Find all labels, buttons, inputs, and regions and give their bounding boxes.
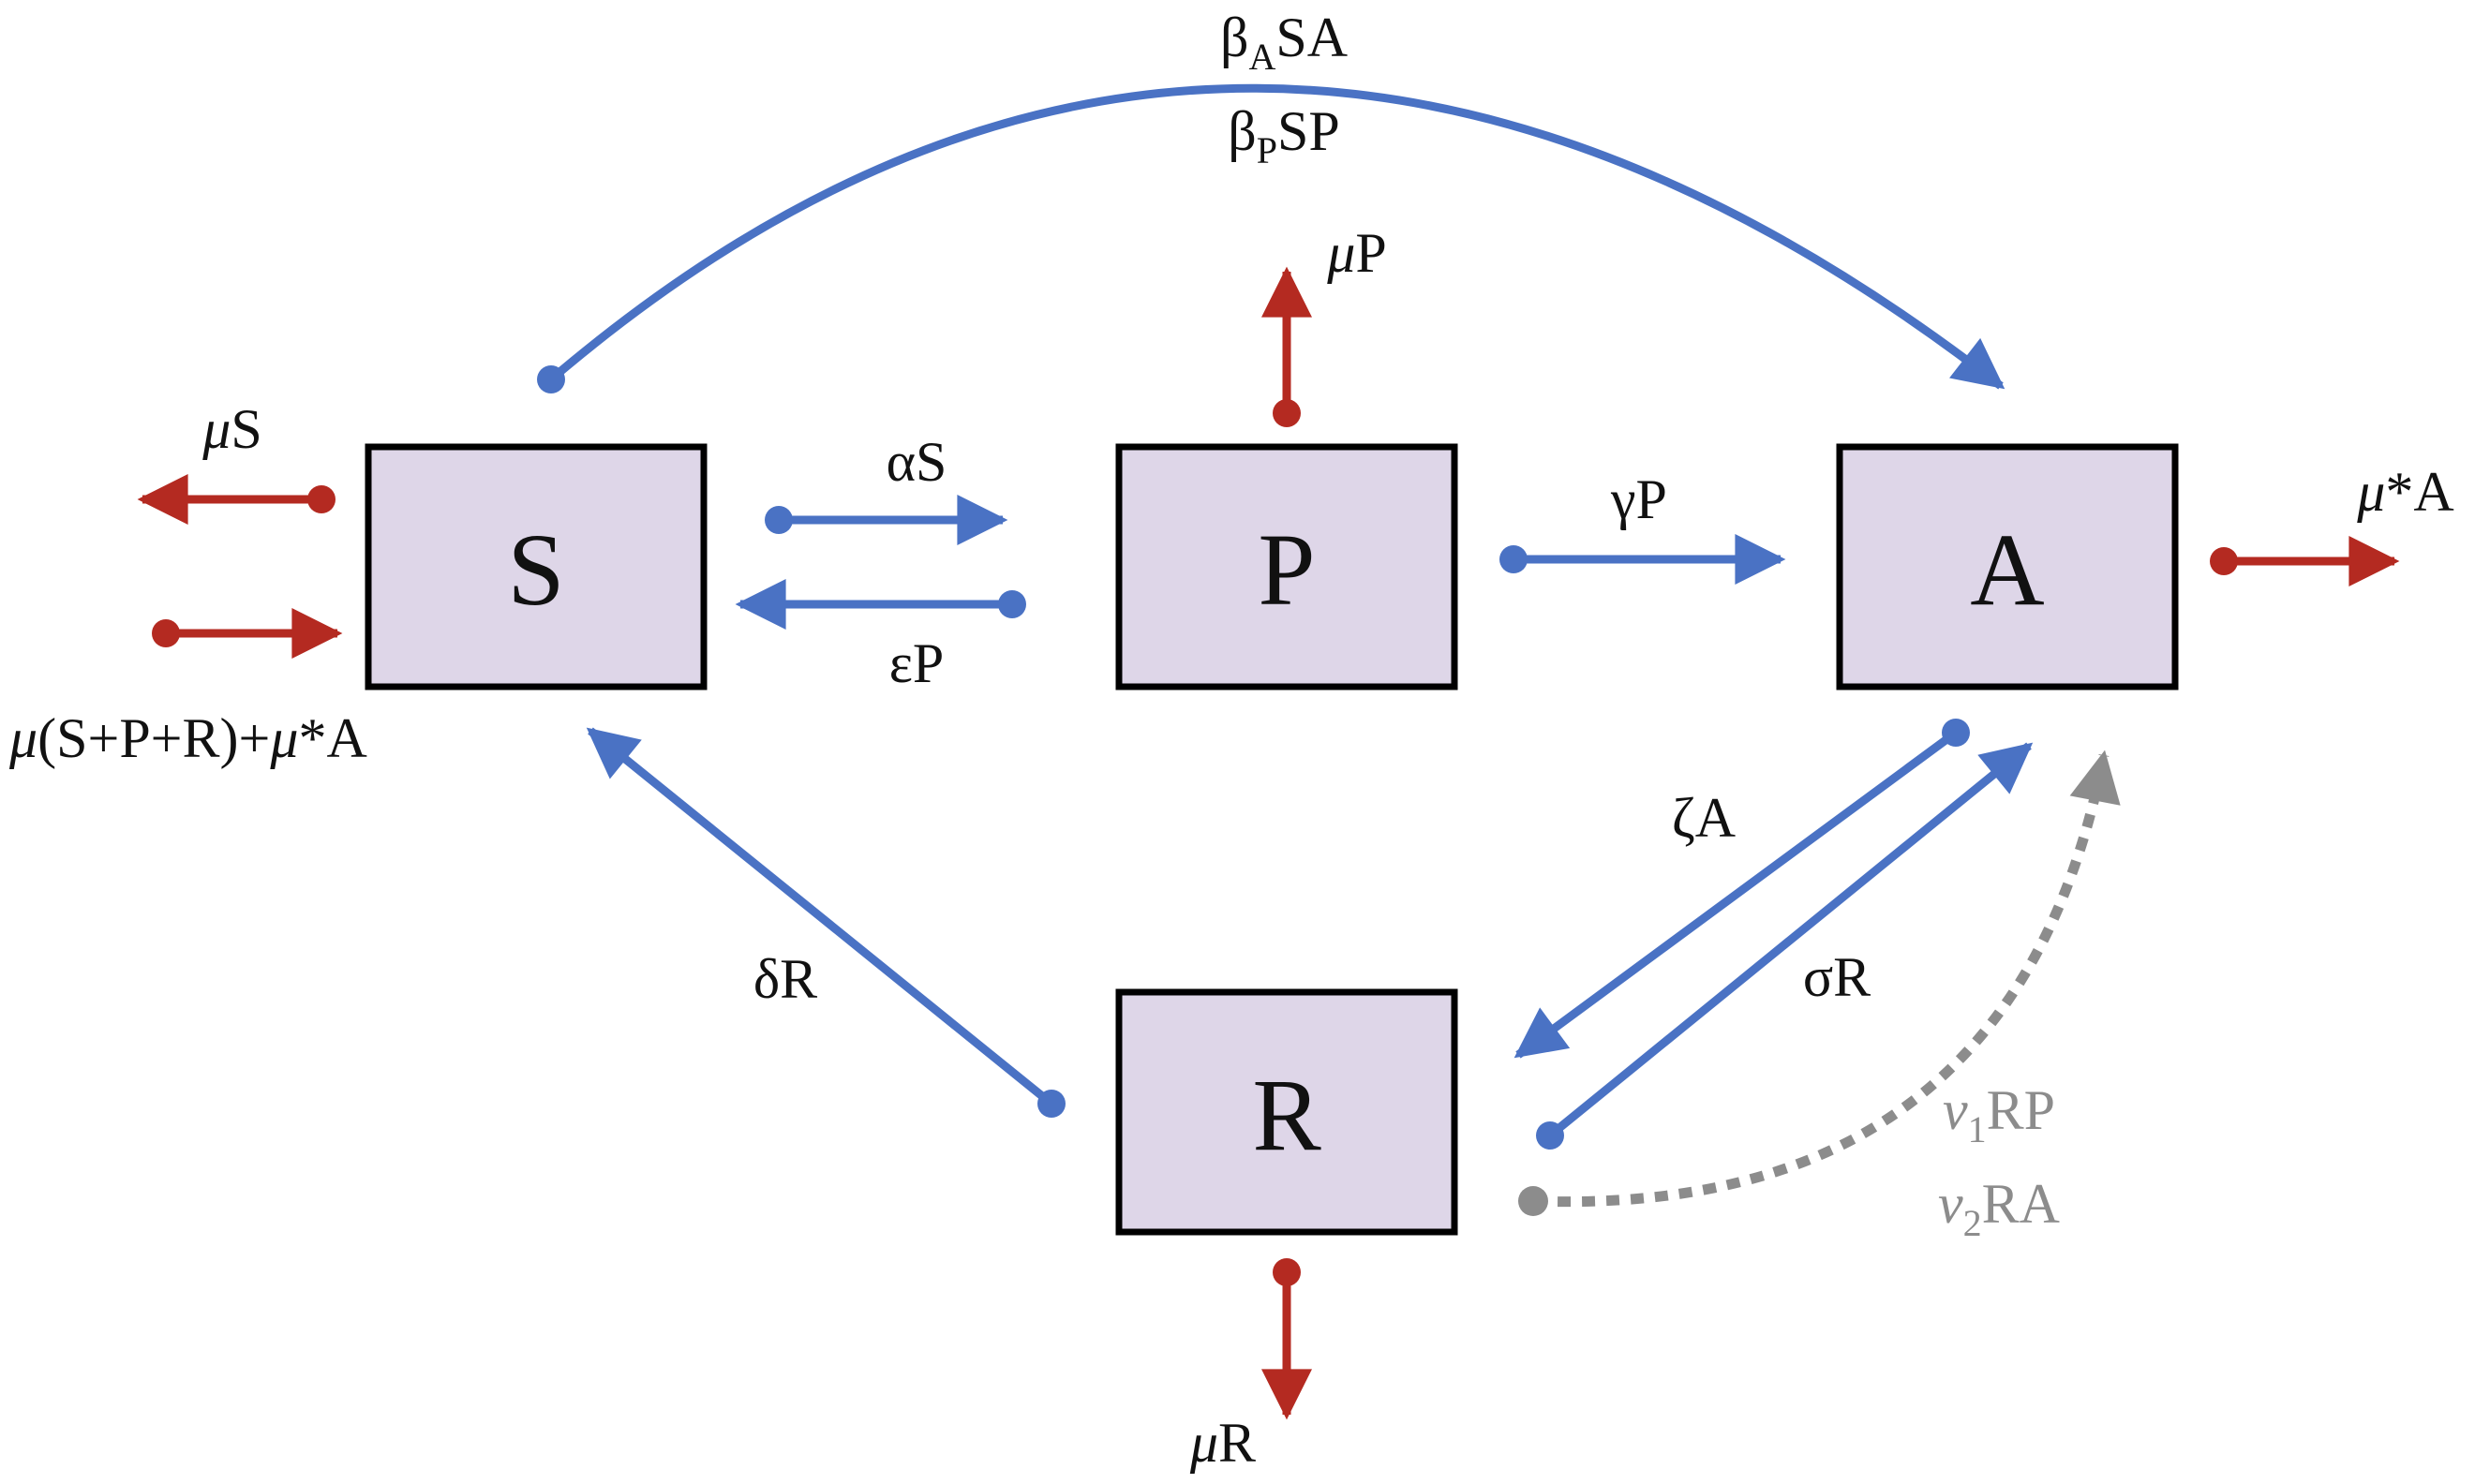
compartment-a: A (1836, 443, 2179, 690)
death-arrow-a (2210, 536, 2400, 586)
arrow-p-to-s (735, 579, 1026, 630)
compartment-s: S (365, 443, 708, 690)
compartment-s-label: S (507, 512, 564, 627)
rate-gamma-p: γP (1610, 468, 1667, 530)
birth-arrow-s (152, 608, 343, 659)
rate-beta-p-sp: βPSP (1228, 100, 1340, 171)
arrow-p-to-a (1499, 534, 1786, 585)
death-arrow-s (137, 474, 335, 525)
compartment-r: R (1115, 988, 1458, 1236)
infection-arrow-s-to-a (537, 83, 2005, 393)
rate-beta-a-sa: βASA (1220, 7, 1348, 78)
rate-birth: μ(S+P+R)+μ*A (8, 707, 367, 769)
vaccination-arrow-r-to-a (1518, 749, 2121, 1216)
rate-mu-star-a: μ*A (2356, 461, 2453, 523)
rate-epsilon-p: εP (889, 632, 945, 694)
rate-delta-r: δR (753, 948, 817, 1010)
rate-sigma-r: σR (1803, 946, 1871, 1008)
arrow-a-to-r (1513, 719, 1970, 1059)
rate-alpha-s: αS (887, 431, 947, 493)
rate-mu-p: μP (1326, 222, 1387, 284)
arrow-r-to-s (586, 727, 1066, 1118)
compartment-a-label: A (1970, 512, 2044, 627)
arrow-r-to-a (1536, 742, 2034, 1150)
arrow-s-to-p (765, 495, 1008, 545)
rate-mu-s: μS (201, 398, 262, 460)
compartment-r-label: R (1252, 1058, 1321, 1172)
rate-nu1-rp: ν1RP (1943, 1079, 2055, 1150)
rate-mu-r: μR (1189, 1412, 1256, 1474)
rate-zeta-a: ζA (1672, 787, 1736, 849)
compartment-p: P (1115, 443, 1458, 690)
death-arrow-r (1261, 1258, 1312, 1420)
rate-nu2-ra: ν2RA (1938, 1173, 2060, 1244)
death-arrow-p (1261, 266, 1312, 427)
compartment-p-label: P (1258, 512, 1315, 627)
